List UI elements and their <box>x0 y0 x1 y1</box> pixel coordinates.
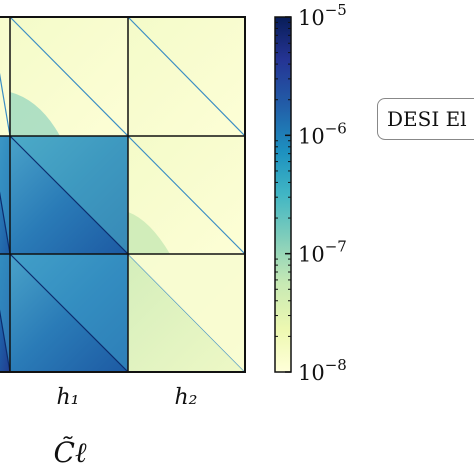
block-diagonal <box>9 253 129 373</box>
block-shade <box>128 212 170 254</box>
block-diagonal <box>9 16 129 137</box>
block-upper-triangle <box>128 254 245 372</box>
colorbar-tick-label-1: 10−6 <box>298 119 347 148</box>
heatmap-blocks <box>0 16 246 373</box>
block-diagonal <box>0 309 11 373</box>
block-upper-triangle <box>0 254 10 372</box>
colorbar-tick-label-3: 10−8 <box>298 356 347 385</box>
x-block-label-h2: h₂ <box>175 385 198 410</box>
legend-box: DESI El <box>377 98 474 140</box>
block-diagonal <box>127 135 246 255</box>
x-block-label-h1: h₁ <box>57 385 80 410</box>
block-upper-triangle <box>0 136 10 254</box>
heatmap-frame <box>0 16 246 373</box>
block-shade <box>10 92 60 136</box>
legend-label: DESI El <box>387 107 467 131</box>
x-axis-label: C̃ℓ <box>53 436 86 469</box>
colorbar: 10−5 10−6 10−7 10−8 <box>274 1 347 385</box>
colorbar-gradient <box>274 16 292 373</box>
colorbar-tick-label-2: 10−7 <box>298 238 347 267</box>
heatmap-block-r0-c0 <box>0 17 10 136</box>
block-diagonal <box>0 72 11 137</box>
block-diagonal <box>127 16 246 137</box>
colorbar-tick-label-0: 10−5 <box>298 1 347 30</box>
block-diagonal <box>0 191 11 255</box>
block-diagonal <box>9 135 129 255</box>
